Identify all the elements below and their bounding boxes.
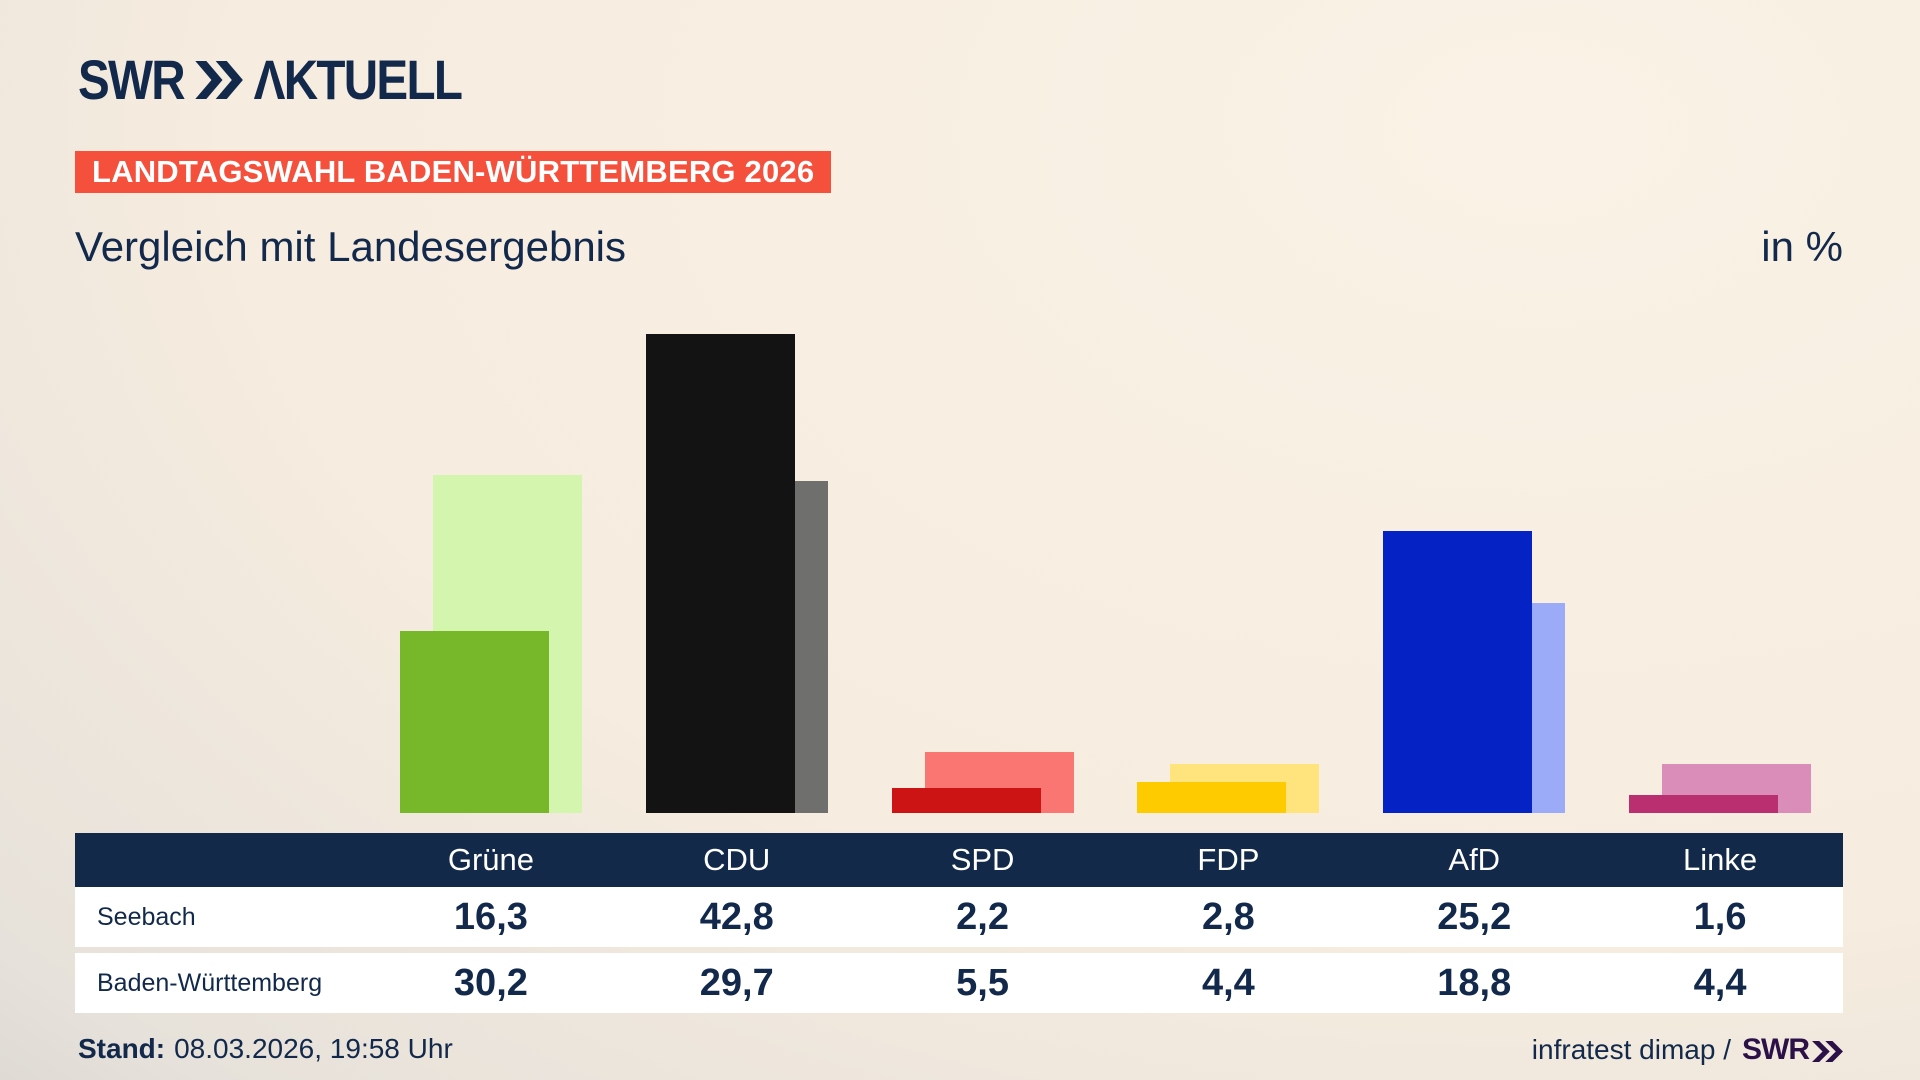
bar-fdp-seebach	[1137, 781, 1287, 813]
value-cell-gr-ne-baden-w-rttemberg: 30,2	[453, 961, 528, 1004]
table-column-header-cdu: CDU	[703, 842, 771, 877]
aktuell-wordmark: ΛKTUELL	[253, 48, 463, 111]
value-cell-cdu-baden-w-rttemberg: 29,7	[699, 961, 774, 1004]
table-column-header-gr-ne: Grüne	[447, 842, 534, 877]
bar-linke-seebach	[1629, 795, 1779, 813]
table-row-baden-w-rttemberg: Baden-Württemberg 30,2 29,7 5,5 4,4 18,8 4,4	[75, 953, 1843, 1013]
swr-aktuell-logo: SWR ΛKTUELL	[78, 48, 463, 111]
source-brand-chevrons-icon	[1812, 1040, 1843, 1062]
stand-value: 08.03.2026, 19:58 Uhr	[174, 1033, 453, 1064]
swr-chevrons-icon	[195, 61, 243, 99]
bar-cdu-seebach	[645, 334, 795, 813]
bar-chart	[76, 268, 1844, 813]
table-header-row: Grüne CDU SPD FDP AfD Linke	[75, 833, 1843, 887]
stand-label: Stand:	[78, 1033, 166, 1064]
source-brand: SWR	[1742, 1033, 1843, 1067]
value-cell-gr-ne-seebach: 16,3	[453, 895, 528, 938]
table-column-header-linke: Linke	[1683, 842, 1758, 877]
source-text: infratest dimap /	[1531, 1034, 1731, 1065]
row-label-baden-w-rttemberg: Baden-Württemberg	[97, 968, 323, 997]
value-cell-linke-baden-w-rttemberg: 4,4	[1693, 961, 1747, 1004]
footer-stand: Stand: 08.03.2026, 19:58 Uhr	[78, 1033, 453, 1065]
table-column-header-afd: AfD	[1448, 842, 1501, 877]
table-row-seebach: Seebach 16,3 42,8 2,2 2,8 25,2 1,6	[75, 887, 1843, 947]
value-cell-fdp-baden-w-rttemberg: 4,4	[1201, 961, 1255, 1004]
value-cell-spd-seebach: 2,2	[956, 895, 1009, 938]
value-cell-linke-seebach: 1,6	[1693, 895, 1747, 938]
source-credit: infratest dimap / SWR	[1532, 1033, 1843, 1067]
results-table: Grüne CDU SPD FDP AfD Linke Seebach 16,3 42,8 2,2…	[75, 833, 1843, 1013]
table-column-header-spd: SPD	[950, 842, 1015, 877]
value-cell-afd-baden-w-rttemberg: 18,8	[1437, 961, 1512, 1004]
page-title: Vergleich mit Landesergebnis	[75, 223, 627, 270]
table-column-header-fdp: FDP	[1197, 842, 1260, 877]
unit-label: in %	[1761, 223, 1843, 270]
swr-wordmark: SWR	[78, 48, 186, 111]
bar-gr-ne-seebach	[399, 630, 549, 813]
bar-spd-seebach	[891, 788, 1041, 813]
value-cell-spd-baden-w-rttemberg: 5,5	[956, 961, 1009, 1004]
value-cell-fdp-seebach: 2,8	[1201, 895, 1255, 938]
value-cell-cdu-seebach: 42,8	[699, 895, 774, 938]
bar-afd-seebach	[1383, 531, 1533, 813]
value-cell-afd-seebach: 25,2	[1437, 895, 1512, 938]
election-badge: LANDTAGSWAHL BADEN-WÜRTTEMBERG 2026	[75, 151, 832, 193]
source-brand-text: SWR	[1742, 1033, 1810, 1066]
row-label-seebach: Seebach	[97, 902, 196, 931]
